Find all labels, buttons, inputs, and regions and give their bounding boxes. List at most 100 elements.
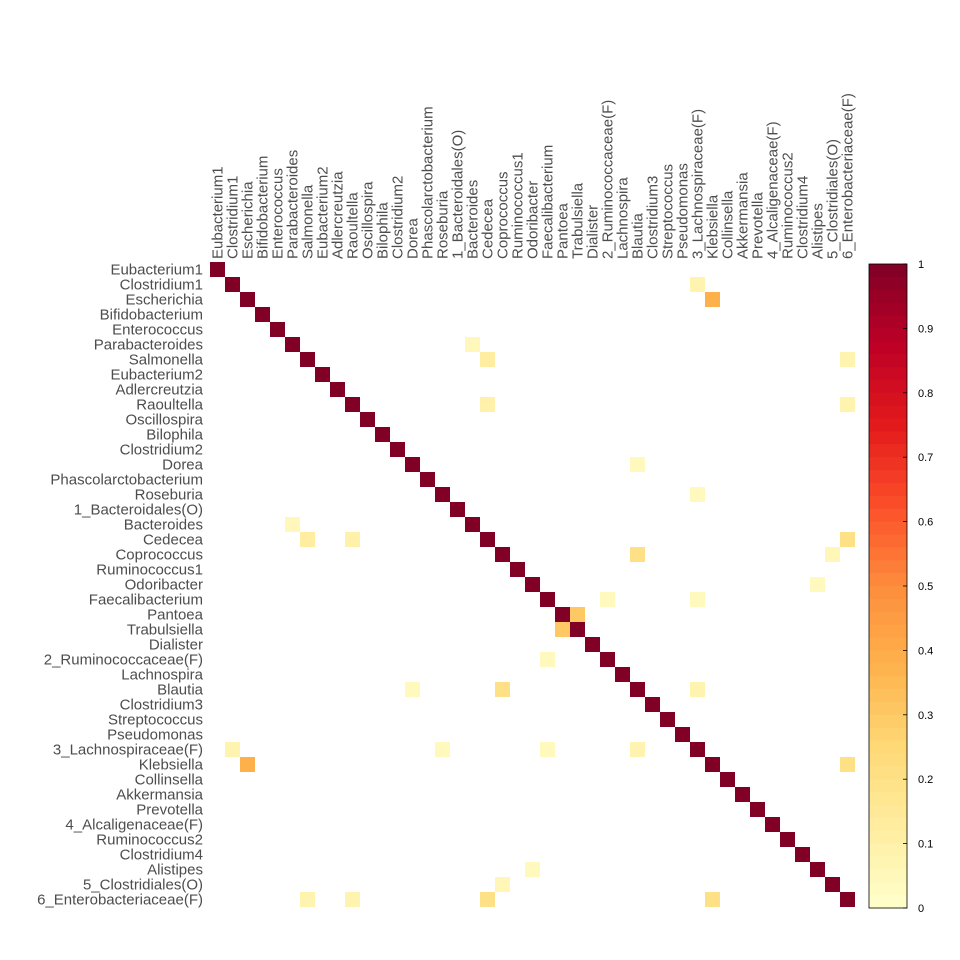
colorbar-tick-label: 0.7 <box>918 452 933 464</box>
cell-5_Clostridiales(O)-Coprococcus <box>495 877 510 892</box>
row-label: Bifidobacterium <box>100 307 203 324</box>
colorbar-segment <box>869 637 907 651</box>
colorbar-tick-label: 0.6 <box>918 517 933 529</box>
column-label: Escherichia <box>240 181 257 259</box>
colorbar: 0 0.1 0.2 0.3 0.4 0.5 0.6 0.7 0.8 0.9 1 <box>868 259 933 915</box>
row-label: Clostridium2 <box>120 442 203 459</box>
cell-Faecalibacterium-Faecalibacterium <box>540 592 555 607</box>
colorbar-segment <box>869 598 907 613</box>
colorbar-segment <box>869 418 907 433</box>
colorbar-segment <box>869 830 907 845</box>
cell-Dorea-Blautia <box>630 457 645 472</box>
row-label: Trabulsiella <box>127 622 204 639</box>
cell-6_Enterobacteriaceae(F)-Cedecea <box>480 892 495 907</box>
column-label: Akkermansia <box>735 172 752 259</box>
row-label: 3_Lachnospiraceae(F) <box>53 742 203 759</box>
row-label: 5_Clostridiales(O) <box>83 877 203 894</box>
column-label: Adlercreutzia <box>330 171 347 259</box>
cell-Blautia-Blautia <box>630 682 645 697</box>
row-label: Pseudomonas <box>107 727 203 744</box>
colorbar-tick-label: 0 <box>918 903 924 915</box>
colorbar-segment <box>869 264 907 278</box>
colorbar-segment <box>869 354 907 368</box>
column-label: Prevotella <box>750 192 767 259</box>
colorbar-tick-label: 0.9 <box>918 323 933 335</box>
cell-Dorea-Dorea <box>405 457 420 472</box>
cell-Clostridium1-Clostridium1 <box>225 277 240 292</box>
column-label: 6_Enterobacteriaceae(F) <box>840 93 857 259</box>
row-label: Streptococcus <box>108 712 203 729</box>
colorbar-segment <box>869 882 907 896</box>
column-label: 3_Lachnospiraceae(F) <box>690 109 707 259</box>
row-label: Klebsiella <box>139 757 204 774</box>
column-label: Ruminococcus2 <box>780 152 797 259</box>
column-label: Streptococcus <box>660 164 677 259</box>
row-label: 1_Bacteroidales(O) <box>74 502 203 519</box>
cell-Cedecea-6_Enterobacteriaceae(F) <box>840 532 855 547</box>
colorbar-segment <box>869 753 907 767</box>
cell-Raoultella-6_Enterobacteriaceae(F) <box>840 397 855 412</box>
cell-Collinsella-Collinsella <box>720 772 735 787</box>
colorbar-segment <box>869 315 907 329</box>
cell-6_Enterobacteriaceae(F)-Klebsiella <box>705 892 720 907</box>
colorbar-segment <box>869 289 907 304</box>
cell-Salmonella-6_Enterobacteriaceae(F) <box>840 352 855 367</box>
colorbar-segment <box>869 302 907 317</box>
cell-Salmonella-Salmonella <box>300 352 315 367</box>
colorbar-segment <box>869 856 907 870</box>
column-label: Faecalibacterium <box>540 145 557 259</box>
cell-Cedecea-Raoultella <box>345 532 360 547</box>
row-label: Clostridium1 <box>120 277 203 294</box>
cell-5_Clostridiales(O)-5_Clostridiales(O) <box>825 877 840 892</box>
cell-Eubacterium1-Eubacterium1 <box>210 262 225 277</box>
colorbar-segment <box>869 727 907 742</box>
cell-Coprococcus-Blautia <box>630 547 645 562</box>
row-label: Collinsella <box>135 772 204 789</box>
cell-Dialister-Dialister <box>585 637 600 652</box>
colorbar-tick-label: 0.1 <box>918 839 933 851</box>
cell-Cedecea-Salmonella <box>300 532 315 547</box>
cell-Pantoea-Pantoea <box>555 607 570 622</box>
row-label: Escherichia <box>125 292 203 309</box>
cell-Parabacteroides-Bacteroides <box>465 337 480 352</box>
colorbar-tick-label: 0.4 <box>918 645 933 657</box>
colorbar-segment <box>869 276 907 291</box>
colorbar-segment <box>869 586 907 600</box>
cell-Trabulsiella-Trabulsiella <box>570 622 585 637</box>
row-label: Akkermansia <box>116 787 203 804</box>
cell-Blautia-Dorea <box>405 682 420 697</box>
column-label: Ruminococcus1 <box>510 152 527 259</box>
row-label: Bilophila <box>146 427 203 444</box>
column-label: Dorea <box>405 217 422 259</box>
column-label: Enterococcus <box>270 168 287 259</box>
row-label: Dorea <box>162 457 204 474</box>
colorbar-tick-label: 0.5 <box>918 581 933 593</box>
cell-3_Lachnospiraceae(F)-Clostridium1 <box>225 742 240 757</box>
colorbar-segment <box>869 663 907 677</box>
cell-Alistipes-Alistipes <box>810 862 825 877</box>
cell-Roseburia-3_Lachnospiraceae(F) <box>690 487 705 502</box>
colorbar-tick-label: 0.2 <box>918 774 933 786</box>
cell-Ruminococcus1-Ruminococcus1 <box>510 562 525 577</box>
cell-Faecalibacterium-2_Ruminococcaceae(F) <box>600 592 615 607</box>
cell-Oscillospira-Oscillospira <box>360 412 375 427</box>
row-label: 2_Ruminococcaceae(F) <box>44 652 203 669</box>
colorbar-segment <box>869 495 907 510</box>
column-label: Clostridium4 <box>795 176 812 259</box>
colorbar-segment <box>869 817 907 832</box>
cell-2_Ruminococcaceae(F)-Faecalibacterium <box>540 652 555 667</box>
colorbar-segment <box>869 482 907 497</box>
cell-Klebsiella-6_Enterobacteriaceae(F) <box>840 757 855 772</box>
colorbar-segment <box>869 676 907 690</box>
row-label: Blautia <box>157 682 204 699</box>
column-label: Phascolarctobacterium <box>420 106 437 259</box>
colorbar-segment <box>869 804 907 819</box>
colorbar-segment <box>869 560 907 574</box>
colorbar-tick-label: 1 <box>918 259 924 271</box>
cell-Odoribacter-Alistipes <box>810 577 825 592</box>
colorbar-segment <box>869 650 907 664</box>
column-label: Eubacterium1 <box>210 166 227 259</box>
column-label: Cedecea <box>480 198 497 259</box>
colorbar-segment <box>869 624 907 639</box>
cell-Bacteroides-Parabacteroides <box>285 517 300 532</box>
